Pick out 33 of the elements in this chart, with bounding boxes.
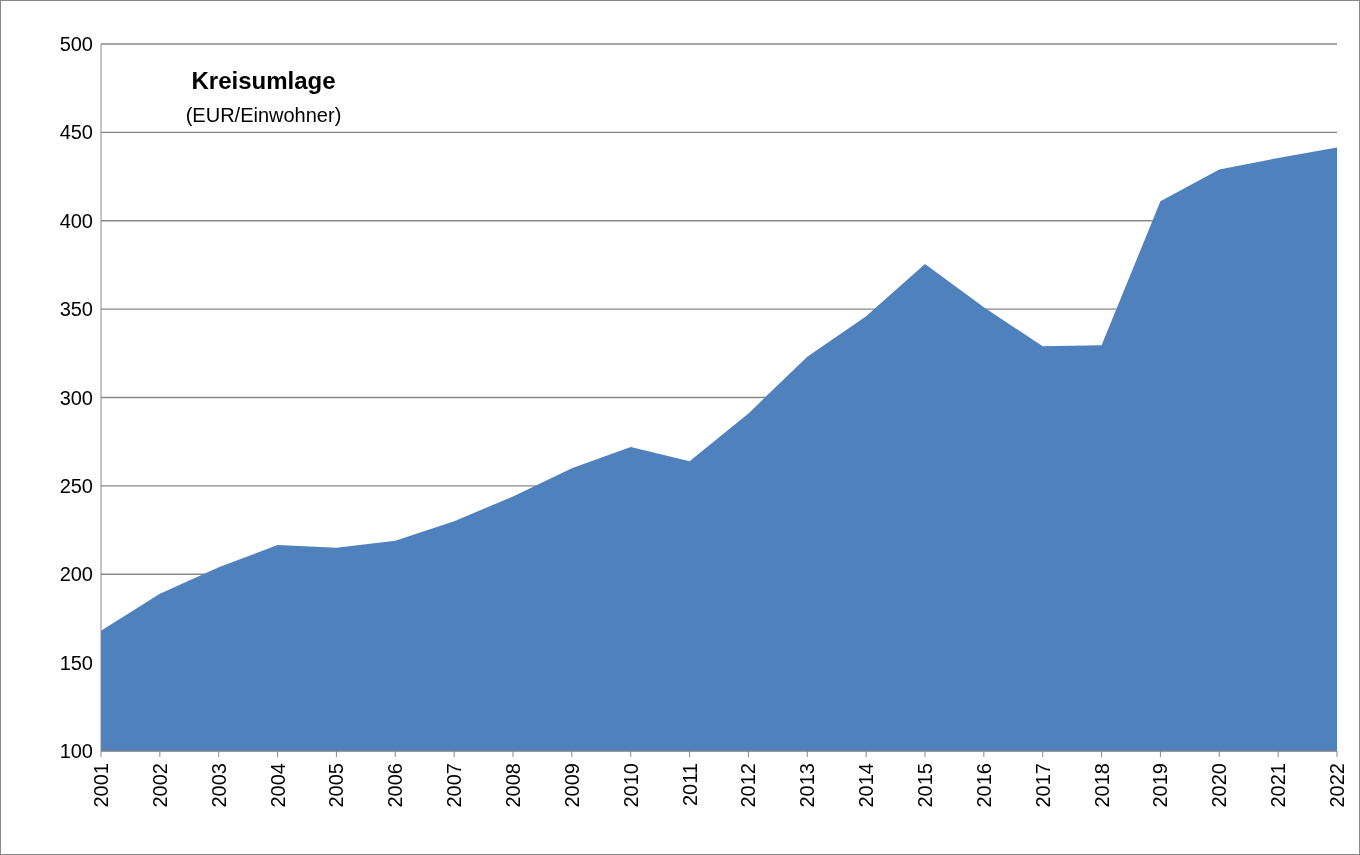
y-tick-label: 150 [59,651,93,674]
x-tick-label: 2006 [384,763,407,808]
x-tick-label: 2005 [325,763,348,808]
x-tick-label: 2004 [266,763,289,808]
x-tick-label: 2020 [1208,763,1231,808]
x-tick-label: 2002 [148,763,171,808]
x-tick-label: 2008 [502,763,524,808]
text: (EUR/Einwohner) [184,104,343,127]
x-tick-label: 2001 [90,763,112,808]
y-tick-label: 300 [59,386,93,409]
x-tick-label: 2010 [619,763,642,808]
x-tick-label: 2021 [1267,763,1290,808]
x-tick-label: 2019 [1149,763,1172,808]
x-tick-label: 2007 [443,763,466,808]
x-tick-label: 2017 [1031,763,1054,808]
x-tick-label: 2011 [678,763,701,807]
x-tick-label: 2015 [914,763,936,808]
x-tick-label: 2013 [796,763,819,808]
x-tick-label: 2022 [1326,763,1348,808]
x-tick-label: 2003 [207,763,230,808]
y-tick-label: 450 [59,121,93,144]
y-tick-label: 200 [59,563,93,586]
y-tick-label: 350 [59,298,93,321]
x-tick-label: 2009 [560,763,583,808]
y-tick-label: 400 [59,209,93,232]
y-tick-label: 100 [59,740,93,763]
y-tick-label: 500 [59,33,93,56]
y-tick-label: 250 [59,474,93,497]
text: Kreisumlage [190,67,337,95]
x-tick-label: 2018 [1090,763,1113,808]
x-tick-label: 2012 [737,763,760,808]
x-tick-label: 2014 [855,763,878,808]
x-tick-label: 2016 [972,763,995,808]
